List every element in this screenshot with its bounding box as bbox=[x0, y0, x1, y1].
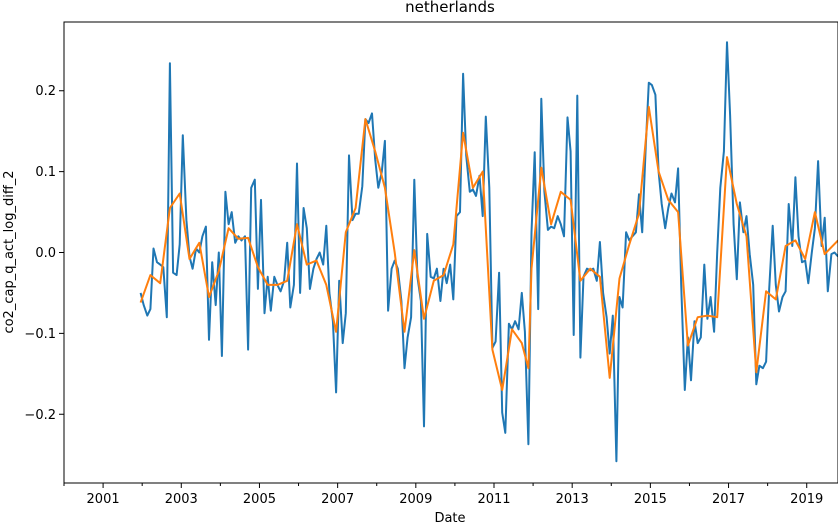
y-axis: −0.2 −0.1 0.0 0.1 0.2 bbox=[24, 84, 64, 423]
x-axis: 2001 2003 2005 2007 2009 2011 2013 2015 2017 2019 bbox=[63, 483, 823, 507]
x-tick-label: 2017 bbox=[712, 492, 745, 507]
x-tick-label: 2015 bbox=[634, 492, 667, 507]
x-tick-label: 2001 bbox=[87, 492, 120, 507]
y-tick-label: 0.0 bbox=[35, 246, 56, 261]
chart-title: netherlands bbox=[405, 0, 495, 16]
x-tick-label: 2009 bbox=[399, 492, 432, 507]
y-axis-label: co2_cap_q_act_log_diff_2 bbox=[2, 170, 17, 333]
x-axis-label: Date bbox=[434, 511, 465, 525]
series-line-2 bbox=[139, 105, 838, 391]
x-tick-label: 2019 bbox=[790, 492, 823, 507]
y-tick-label: −0.2 bbox=[24, 408, 56, 423]
y-tick-label: 0.2 bbox=[35, 84, 56, 99]
x-tick-label: 2007 bbox=[321, 492, 354, 507]
x-tick-label: 2011 bbox=[477, 492, 510, 507]
series-line-1 bbox=[139, 41, 838, 463]
y-tick-label: −0.1 bbox=[24, 327, 56, 342]
x-tick-label: 2013 bbox=[556, 492, 589, 507]
x-tick-label: 2005 bbox=[243, 492, 276, 507]
x-tick-label: 2003 bbox=[165, 492, 198, 507]
y-tick-label: 0.1 bbox=[35, 165, 56, 180]
